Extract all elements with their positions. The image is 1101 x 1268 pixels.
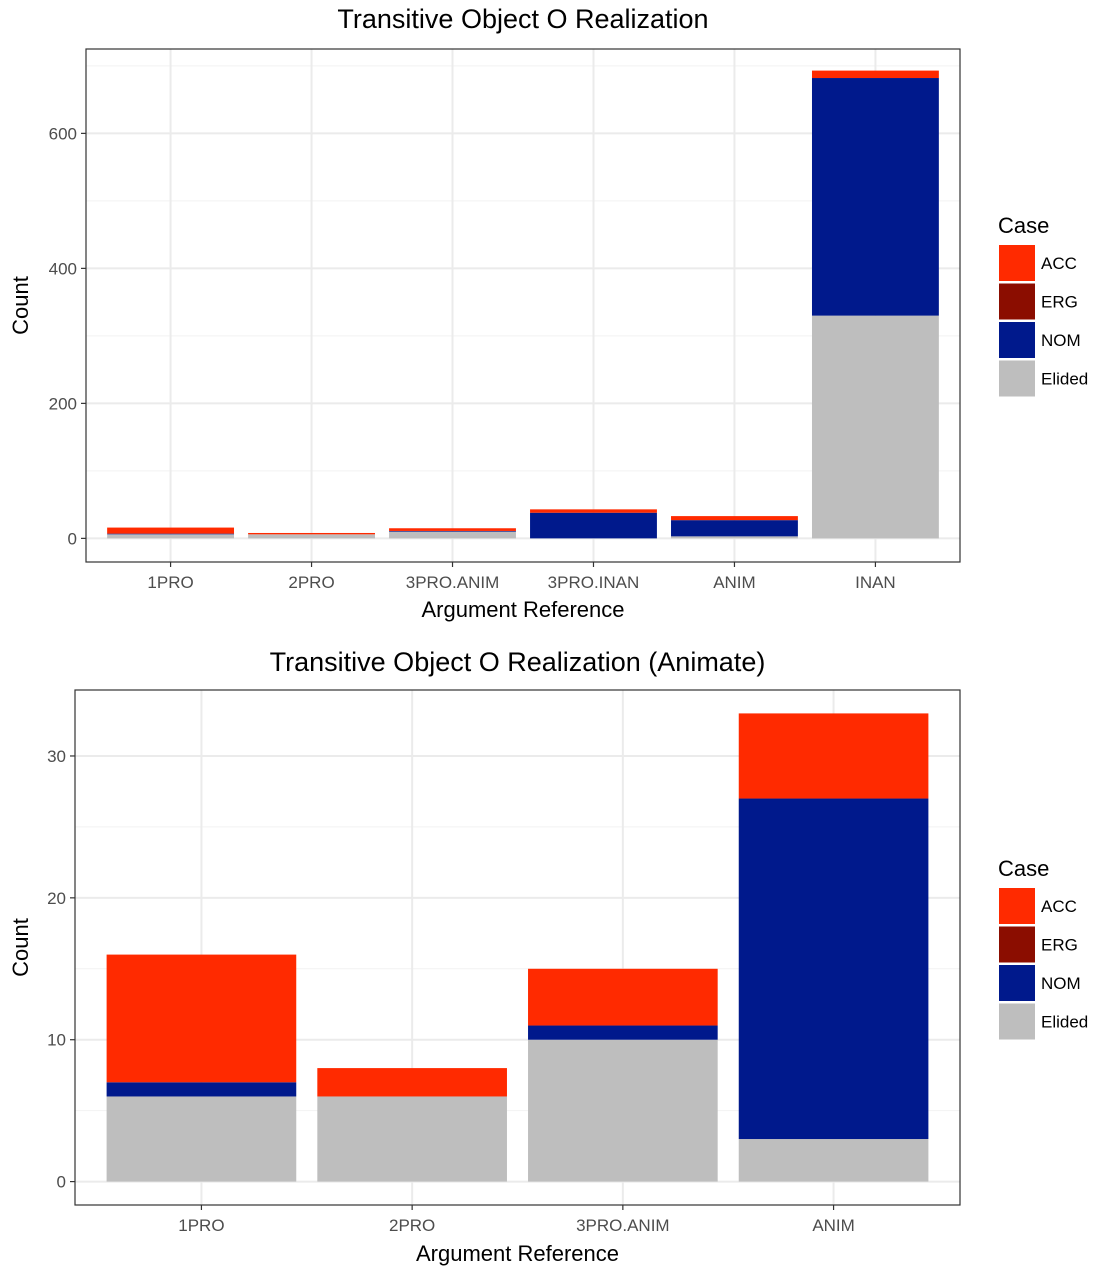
chart-title: Transitive Object O Realization (Animate…: [270, 647, 766, 677]
legend-label-erg: ERG: [1041, 293, 1078, 312]
bar-acc-3pro-anim: [389, 528, 516, 531]
x-tick-label: 1PRO: [178, 1216, 224, 1235]
legend-key-nom: [999, 322, 1035, 358]
y-axis-title: Count: [8, 276, 33, 335]
x-axis-title: Argument Reference: [416, 1241, 619, 1266]
legend-key-erg: [999, 926, 1035, 963]
bar-elided-inan: [811, 315, 939, 539]
legend: Case ACC ERG NOM Elided: [998, 213, 1088, 397]
y-tick-label: 30: [47, 747, 66, 766]
bar-acc-anim: [738, 713, 929, 799]
bar-acc-3pro-inan: [530, 509, 657, 513]
y-tick-label: 400: [49, 259, 77, 278]
chart-1: 0 200 400 600 1PRO 2PRO 3PRO.ANIM 3PRO.INAN ANIM…: [8, 4, 1088, 622]
bar-acc-1pro: [106, 954, 297, 1083]
y-tick-label: 0: [68, 529, 77, 548]
x-tick-label: 2PRO: [389, 1216, 435, 1235]
bar-nom-3pro-inan: [530, 512, 657, 539]
x-tick-label: 3PRO.ANIM: [406, 573, 500, 592]
bar-elided-1pro: [107, 534, 235, 539]
chart-2: 0 10 20 30 1PRO 2PRO 3PRO.ANIM ANIM Transitive O…: [8, 647, 1088, 1266]
y-tick-label: 10: [47, 1031, 66, 1050]
panel-border: [74, 689, 961, 1206]
x-tick-label: 3PRO.ANIM: [576, 1216, 670, 1235]
bar-elided-anim: [671, 536, 798, 539]
bar-acc-3pro-anim: [528, 968, 718, 1026]
legend-label-nom: NOM: [1041, 331, 1081, 350]
bar-nom-3pro-anim: [528, 1025, 718, 1040]
bar-nom-inan: [811, 78, 939, 316]
x-tick-label: 2PRO: [288, 573, 334, 592]
bar-elided-3pro-anim: [389, 531, 516, 539]
legend-key-nom: [999, 965, 1035, 1001]
y-tick-label: 20: [47, 889, 66, 908]
x-tick-label: 3PRO.INAN: [548, 573, 640, 592]
bar-acc-anim: [671, 516, 798, 521]
legend: Case ACC ERG NOM Elided: [998, 856, 1088, 1040]
legend-label-acc: ACC: [1041, 897, 1077, 916]
bar-nom-1pro: [107, 533, 235, 535]
bar-acc-1pro: [107, 527, 235, 534]
legend-key-erg: [999, 283, 1035, 320]
bar-nom-1pro: [106, 1082, 297, 1097]
legend-label-erg: ERG: [1041, 936, 1078, 955]
legend-label-elided: Elided: [1041, 1013, 1088, 1032]
x-tick-label: ANIM: [713, 573, 756, 592]
bar-acc-inan: [811, 70, 939, 79]
legend-key-elided: [999, 1003, 1035, 1040]
legend-label-elided: Elided: [1041, 370, 1088, 389]
legend-title: Case: [998, 213, 1049, 238]
legend-key-elided: [999, 360, 1035, 397]
y-tick-label: 200: [49, 394, 77, 413]
bar-nom-anim: [738, 798, 929, 1140]
legend-label-acc: ACC: [1041, 254, 1077, 273]
x-tick-label: ANIM: [812, 1216, 855, 1235]
y-tick-label: 600: [49, 124, 77, 143]
bar-elided-3pro-anim: [528, 1039, 718, 1182]
bar-elided-anim: [738, 1139, 929, 1182]
y-tick-label: 0: [57, 1173, 66, 1192]
x-tick-label: INAN: [855, 573, 896, 592]
y-axis-title: Count: [8, 918, 33, 977]
legend-label-nom: NOM: [1041, 974, 1081, 993]
bar-acc-2pro: [317, 1068, 507, 1097]
legend-title: Case: [998, 856, 1049, 881]
bar-elided-2pro: [248, 534, 375, 539]
bar-nom-3pro-anim: [389, 530, 516, 532]
bar-elided-2pro: [317, 1096, 507, 1182]
legend-key-acc: [999, 245, 1035, 281]
x-axis-title: Argument Reference: [422, 597, 625, 622]
x-tick-label: 1PRO: [147, 573, 193, 592]
bar-elided-1pro: [106, 1096, 297, 1182]
legend-key-acc: [999, 888, 1035, 924]
bar-acc-2pro: [248, 532, 375, 535]
bar-nom-anim: [671, 520, 798, 537]
panel-border: [85, 48, 961, 563]
chart-title: Transitive Object O Realization: [337, 4, 708, 34]
